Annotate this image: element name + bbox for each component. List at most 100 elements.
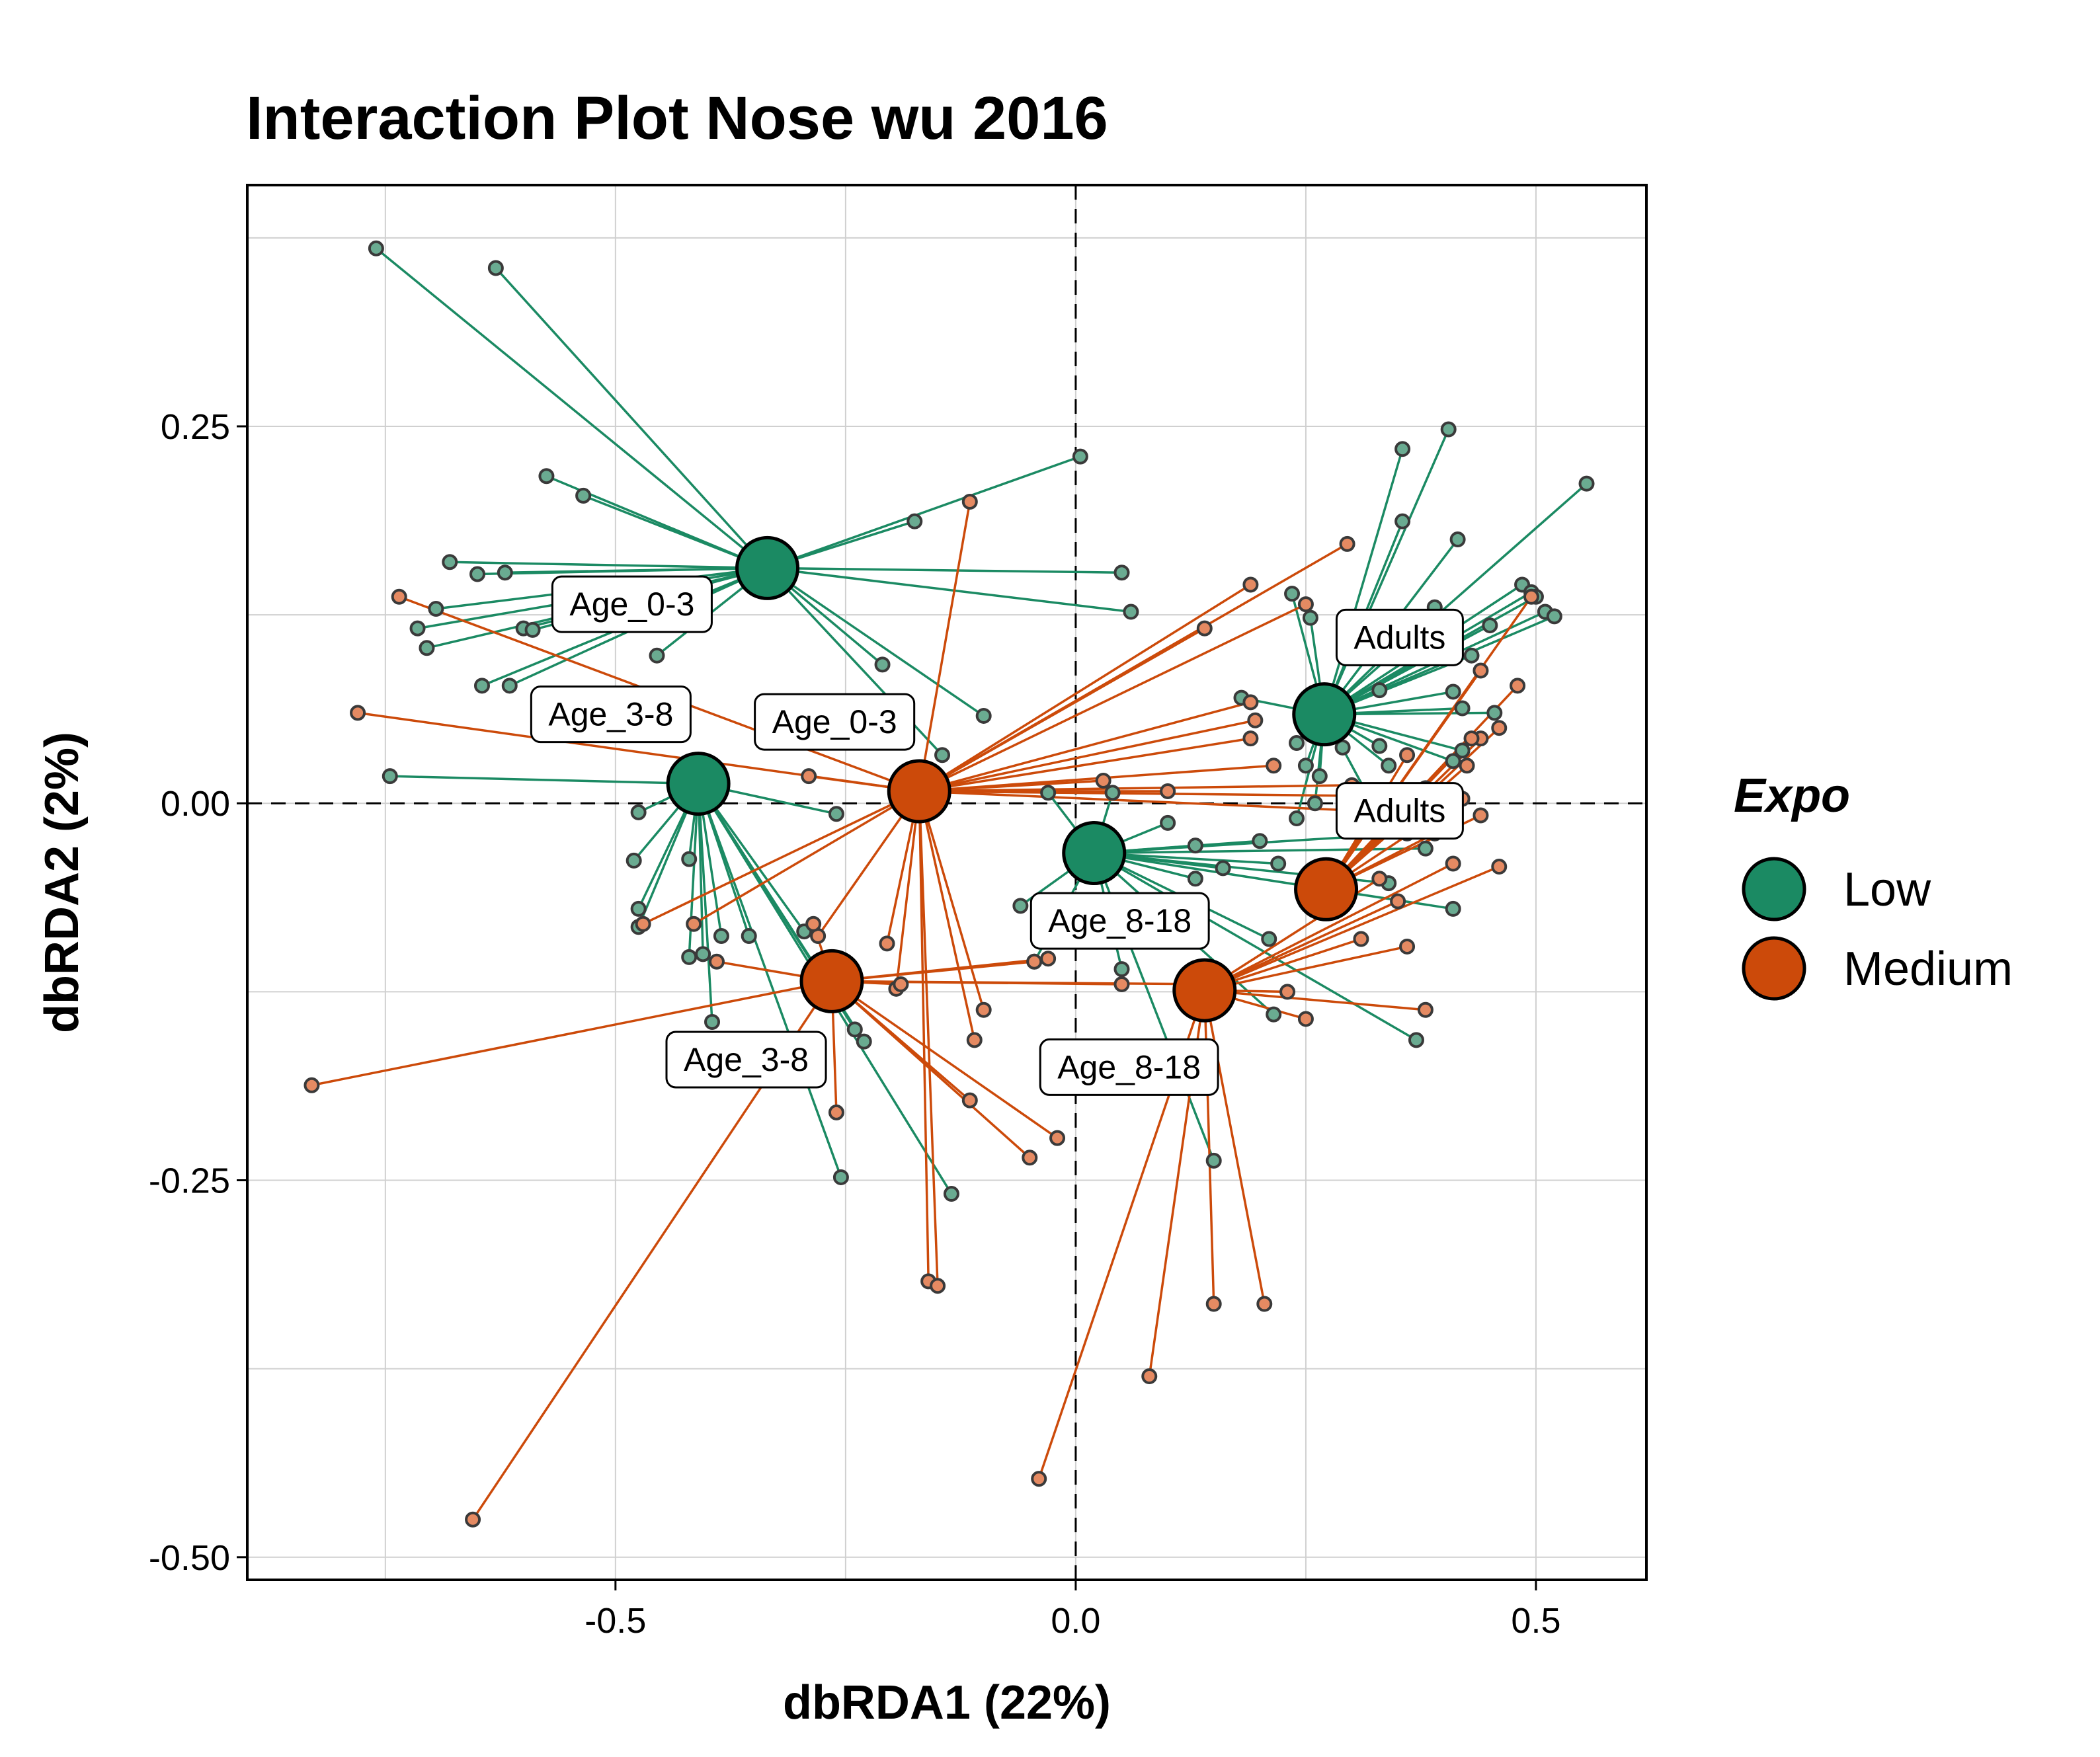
sample-point	[1371, 682, 1388, 699]
spider-segment	[918, 737, 1251, 793]
sample-point	[713, 927, 729, 944]
centroid-label-box	[530, 685, 692, 744]
chart-title: Interaction Plot Nose wu 2016	[246, 85, 1108, 152]
sample-point	[1394, 441, 1411, 457]
sample-point	[741, 927, 757, 944]
plot-border	[246, 184, 1648, 1581]
sample-point	[874, 656, 891, 673]
sample-point	[1546, 608, 1562, 625]
sample-point	[1049, 1130, 1066, 1146]
x-tick-label: -0.5	[585, 1601, 646, 1641]
centroid-marker	[1294, 857, 1359, 921]
sample-point	[695, 946, 711, 962]
centroid-marker	[1062, 821, 1127, 886]
sample-point	[1449, 531, 1466, 548]
y-axis-title: dbRDA2 (2%)	[36, 732, 89, 1033]
centroid-label: Adults	[1335, 608, 1464, 666]
spider-segment	[919, 790, 1361, 812]
sample-point	[1040, 951, 1057, 967]
sample-point	[501, 678, 518, 694]
sample-point	[1123, 604, 1139, 620]
sample-point	[893, 976, 909, 992]
sample-point	[1196, 620, 1213, 637]
sample-point	[428, 600, 444, 617]
sample-point	[1408, 1032, 1424, 1048]
centroid-label-box	[665, 1031, 827, 1089]
sample-point	[1279, 984, 1296, 1000]
sample-point	[1072, 448, 1088, 465]
sample-point	[1297, 1011, 1314, 1027]
sample-point	[1242, 730, 1259, 747]
sample-point	[1256, 1296, 1273, 1312]
spider-segment	[375, 247, 768, 569]
sample-point	[630, 804, 647, 820]
y-tick-label: 0.25	[161, 407, 230, 447]
spider-segment	[830, 980, 1059, 1140]
sample-point	[487, 260, 504, 276]
sample-point	[1311, 768, 1328, 785]
sample-point	[1463, 647, 1480, 664]
sample-point	[1242, 576, 1259, 593]
spider-segment	[1323, 448, 1404, 715]
centroid-marker	[799, 949, 864, 1013]
centroid-label-box	[551, 575, 713, 633]
sample-point	[1417, 1001, 1434, 1018]
centroid-label-text: Age_3-8	[548, 696, 673, 733]
sample-point	[1339, 535, 1355, 552]
sample-point	[1104, 785, 1121, 801]
sample-point	[1353, 931, 1369, 947]
spider-segment	[1204, 865, 1500, 992]
centroid-label: Age_3-8	[665, 1031, 827, 1089]
spider-segment	[389, 775, 699, 785]
sample-point	[961, 494, 978, 510]
centroid-label: Age_8-18	[1039, 1038, 1219, 1096]
sample-point	[1266, 1006, 1282, 1023]
sample-point	[649, 647, 665, 664]
legend-title: Expo	[1734, 769, 1850, 822]
sample-point	[1459, 758, 1475, 774]
sample-point	[538, 468, 555, 485]
spider-segment	[918, 584, 1252, 793]
centroid-markers	[666, 535, 1359, 1023]
centroid-marker	[735, 535, 800, 600]
sample-point	[1394, 513, 1411, 529]
sample-point	[1289, 735, 1305, 751]
spider-segment	[767, 566, 1122, 574]
spider-segment	[311, 980, 832, 1087]
sample-point	[832, 1169, 849, 1185]
centroid-label-box	[754, 693, 916, 751]
sample-point	[1261, 931, 1277, 947]
sample-point	[1247, 712, 1264, 728]
centroid-label-text: Age_8-18	[1048, 902, 1191, 939]
x-tick-label: 0.0	[1051, 1601, 1100, 1641]
sample-point	[1026, 953, 1043, 970]
sample-point	[1289, 810, 1305, 827]
sample-point	[1491, 720, 1508, 736]
spider-segment	[1204, 900, 1398, 992]
centroid-label-text: Age_0-3	[569, 586, 694, 623]
sample-point	[497, 565, 513, 581]
sample-point	[442, 554, 458, 570]
sample-point	[630, 900, 647, 917]
legend-key	[1742, 857, 1806, 921]
legend: Expo Low Medium	[1734, 769, 2013, 1001]
sample-point	[635, 916, 651, 932]
sample-point	[1215, 860, 1231, 877]
sample-point	[1012, 898, 1029, 914]
sample-point	[524, 621, 541, 638]
x-axis-ticks: -0.5 0.0 0.5	[585, 1580, 1560, 1641]
sample-point	[961, 1092, 978, 1109]
spider-segment	[1203, 862, 1454, 992]
sample-point	[1417, 840, 1434, 857]
spider-segment	[693, 790, 920, 925]
centroid-marker	[1172, 958, 1237, 1023]
sample-point	[419, 640, 435, 656]
spider-segment	[918, 791, 976, 1040]
plot-area: Age_0-3 Age_3-8 Age_8-18 Adults Age_0-3 Age_3…	[246, 184, 1648, 1581]
sample-point	[1445, 855, 1461, 872]
sample-point	[303, 1077, 320, 1093]
centroid-label: Age_8-18	[1030, 892, 1210, 950]
x-axis-title: dbRDA1 (22%)	[783, 1676, 1111, 1729]
sample-point	[1141, 1368, 1158, 1385]
